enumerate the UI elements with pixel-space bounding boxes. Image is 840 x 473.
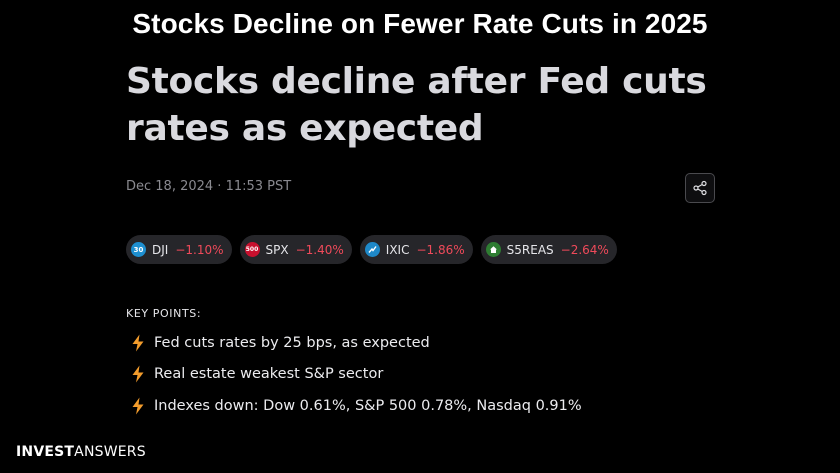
article-headline: Stocks decline after Fed cuts rates as e… — [126, 58, 766, 152]
investanswers-logo: INVESTANSWERS — [16, 444, 146, 460]
ticker-symbol: DJI — [152, 242, 169, 257]
lightning-icon — [131, 334, 145, 352]
list-item: Indexes down: Dow 0.61%, S&P 500 0.78%, … — [131, 395, 582, 416]
ticker-symbol: SPX — [265, 242, 289, 257]
nasdaq-icon — [364, 242, 380, 257]
lightning-icon — [131, 397, 145, 415]
ticker-chip-s5reas[interactable]: S5REAS −2.64% — [480, 235, 617, 264]
ticker-chip-row: 30 DJI −1.10% 500 SPX −1.40% IXIC −1.86%… — [126, 235, 617, 264]
banner-title: Stocks Decline on Fewer Rate Cuts in 202… — [132, 8, 708, 39]
article-dateline: Dec 18, 2024 · 11:53 PST — [126, 179, 292, 194]
ticker-chip-dji[interactable]: 30 DJI −1.10% — [126, 235, 232, 264]
logo-part-invest: INVEST — [16, 444, 75, 460]
ticker-change: −1.86% — [416, 242, 465, 257]
headline-line-2: rates as expected — [126, 108, 484, 149]
lightning-icon — [131, 365, 145, 383]
ticker-symbol: S5REAS — [506, 242, 554, 257]
key-point-text: Real estate weakest S&P sector — [154, 366, 384, 382]
house-icon — [485, 242, 501, 257]
key-points-list: Fed cuts rates by 25 bps, as expected Re… — [131, 332, 582, 427]
list-item: Real estate weakest S&P sector — [131, 364, 582, 385]
list-item: Fed cuts rates by 25 bps, as expected — [131, 332, 582, 353]
logo-part-answers: ANSWERS — [74, 444, 146, 460]
share-button[interactable] — [685, 173, 715, 203]
key-point-text: Fed cuts rates by 25 bps, as expected — [154, 334, 430, 351]
headline-line-1: Stocks decline after Fed cuts — [126, 61, 707, 102]
ticker-change: −2.64% — [560, 242, 609, 257]
ticker-change: −1.10% — [175, 242, 224, 257]
share-icon — [693, 180, 707, 196]
ticker-symbol: IXIC — [385, 242, 410, 257]
ticker-chip-ixic[interactable]: IXIC −1.86% — [359, 235, 473, 264]
key-point-text: Indexes down: Dow 0.61%, S&P 500 0.78%, … — [154, 397, 582, 414]
dow30-icon: 30 — [131, 242, 146, 257]
ticker-chip-spx[interactable]: 500 SPX −1.40% — [239, 235, 352, 264]
key-points-title: KEY POINTS: — [126, 307, 202, 320]
ticker-change: −1.40% — [295, 242, 344, 257]
sp500-icon: 500 — [244, 242, 260, 257]
